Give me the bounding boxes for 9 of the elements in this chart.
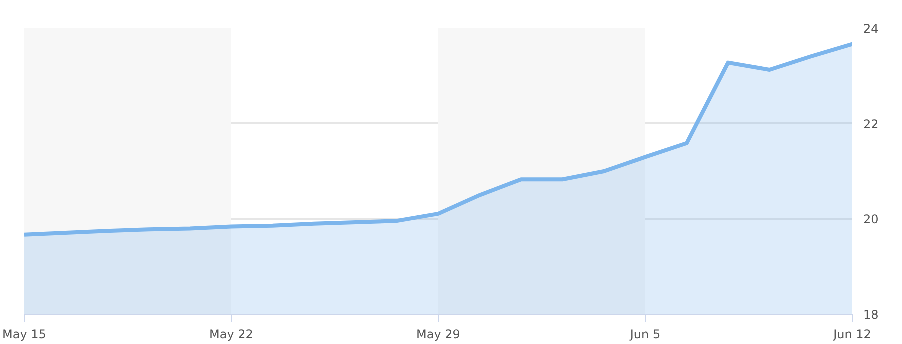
x-tick-label: May 22 (210, 328, 254, 342)
y-tick-label: 24 (864, 22, 879, 36)
y-tick-label: 18 (864, 308, 879, 322)
y-tick-label: 22 (864, 117, 879, 132)
x-tick-label: May 15 (2, 328, 46, 342)
x-tick-label: May 29 (416, 328, 460, 342)
x-tick-label: Jun 12 (832, 328, 872, 342)
y-tick-label: 20 (864, 212, 879, 227)
x-tick-label: Jun 5 (629, 328, 661, 342)
